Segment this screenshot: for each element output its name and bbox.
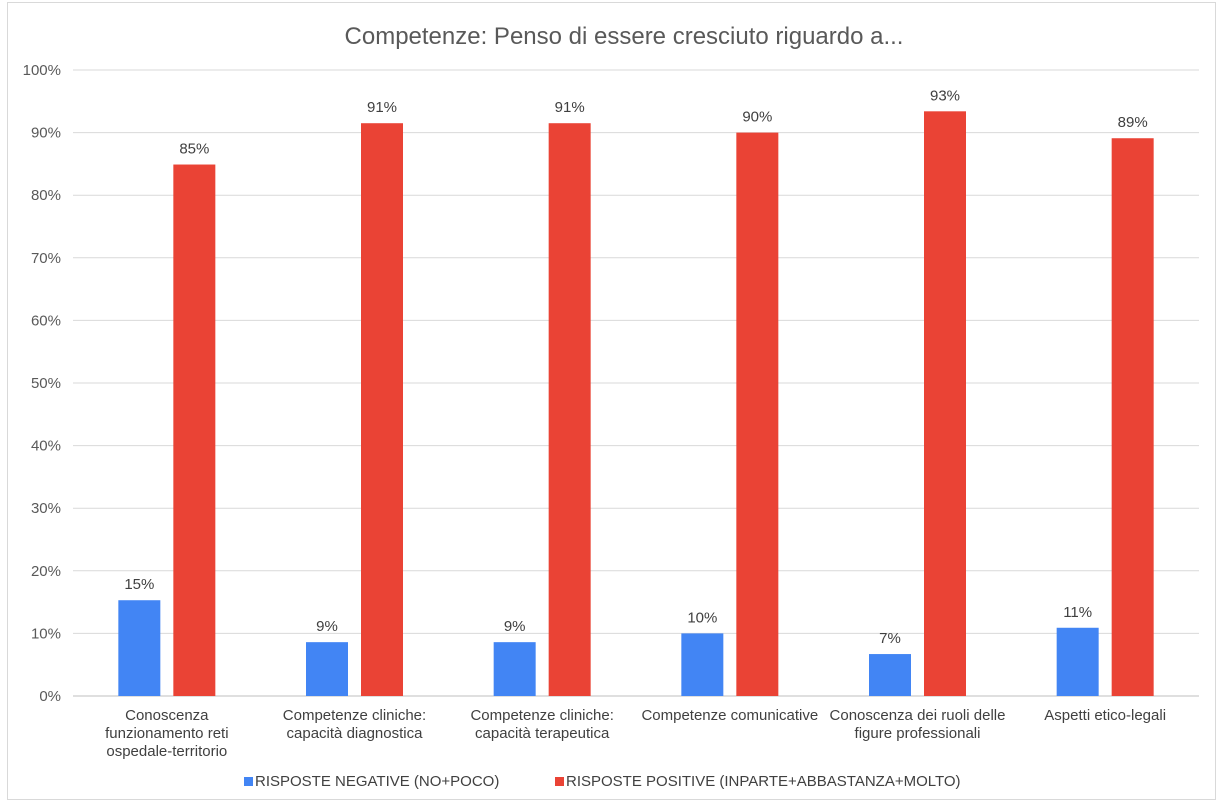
data-label: 85% [179, 141, 209, 158]
gridlines [73, 69, 1199, 697]
legend-label: RISPOSTE POSITIVE (INPARTE+ABBASTANZA+MO… [566, 773, 961, 790]
y-axis-ticks: 0% 10% 20% 30% 40% 50% 60% 70% 80% 90% 100% [23, 62, 61, 705]
data-label: 11% [1063, 604, 1092, 621]
data-label: 10% [687, 609, 717, 626]
y-tick-label: 20% [31, 563, 61, 580]
y-tick-label: 80% [31, 187, 61, 204]
chart-title: Competenze: Penso di essere cresciuto ri… [345, 23, 904, 50]
data-label: 7% [879, 630, 901, 647]
legend-swatch [244, 777, 253, 786]
data-label: 9% [316, 618, 338, 635]
bar-positive [548, 123, 591, 696]
y-tick-label: 70% [31, 250, 61, 267]
bar-negative [118, 600, 161, 696]
bar-negative [493, 642, 536, 696]
category-label: Competenze cliniche: capacità terapeutica [470, 707, 613, 742]
data-label: 15% [124, 576, 154, 593]
category-label: Competenze cliniche: capacità diagnostica [283, 707, 426, 742]
data-label: 89% [1118, 114, 1148, 131]
bar-negative [869, 654, 911, 696]
category-label: Conoscenza dei ruoli delle figure profess… [830, 707, 1006, 742]
x-axis-categories: Conoscenza funzionamento reti ospedale-ter… [105, 707, 1166, 760]
data-label: 91% [367, 99, 397, 116]
y-tick-label: 40% [31, 438, 61, 455]
bars [118, 111, 1154, 697]
legend-label: RISPOSTE NEGATIVE (NO+POCO) [255, 773, 499, 790]
category-label: Competenze comunicative [641, 707, 818, 724]
y-tick-label: 30% [31, 500, 61, 517]
y-tick-label: 50% [31, 375, 61, 392]
y-tick-label: 60% [31, 312, 61, 329]
category-label: Conoscenza funzionamento reti ospedale-ter… [105, 707, 228, 760]
bar-positive [361, 123, 403, 696]
legend: RISPOSTE NEGATIVE (NO+POCO) RISPOSTE POSI… [244, 773, 961, 790]
bar-negative [306, 642, 348, 696]
bar-positive [736, 132, 779, 697]
data-label: 90% [742, 109, 772, 126]
bar-positive [173, 164, 216, 696]
data-label: 91% [555, 99, 585, 116]
legend-swatch [555, 777, 564, 786]
y-tick-label: 10% [31, 625, 61, 642]
bar-positive [1111, 138, 1154, 696]
data-label: 93% [930, 87, 960, 104]
bar-negative [681, 633, 724, 696]
y-tick-label: 0% [39, 688, 61, 705]
bar-positive [924, 111, 966, 697]
data-label: 9% [504, 618, 526, 635]
bar-negative [1056, 627, 1099, 696]
y-tick-label: 90% [31, 125, 61, 142]
category-label: Aspetti etico-legali [1044, 707, 1166, 724]
data-labels: 15% 85% 9% 91% 9% 91% 10% 90% 7% 93% 11% 89% [124, 87, 1147, 647]
y-tick-label: 100% [23, 62, 61, 79]
